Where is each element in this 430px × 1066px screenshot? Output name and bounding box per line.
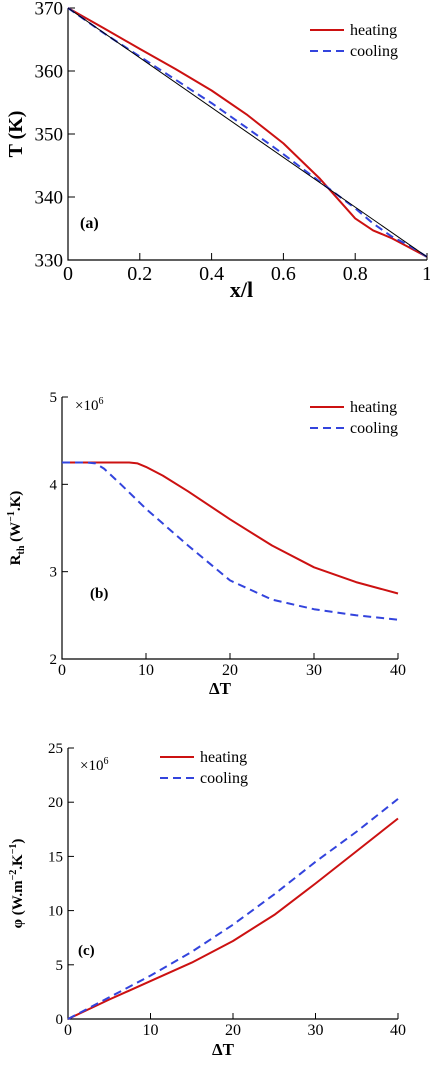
panel-c: 0 10 20 30 40 0 5 10 15 20 25 ΔT φ (W.m−2.K−1) ×106 he… — [8, 741, 406, 1059]
panel-label: (a) — [80, 215, 99, 232]
x-tick-label: 0 — [63, 263, 73, 285]
series-line-heating — [67, 817, 399, 1020]
series-line-heating — [62, 461, 399, 595]
y-tick-label: 340 — [35, 187, 64, 208]
y-tick-label: 5 — [56, 958, 64, 974]
x-tick-label: 0.4 — [199, 263, 224, 285]
panel-label: (c) — [78, 943, 95, 959]
y-axis-label: Rth (W−1.K) — [6, 491, 27, 566]
x-tick-label: 20 — [222, 662, 238, 679]
axes-frame — [67, 748, 398, 1020]
y-multiplier: ×106 — [75, 396, 103, 414]
y-tick-label: 20 — [48, 795, 63, 811]
y-axis-label: T (K) — [5, 111, 27, 158]
y-tick-label: 350 — [35, 124, 64, 145]
legend-label-cooling: cooling — [200, 770, 248, 787]
y-axis-label: φ (W.m−2.K−1) — [8, 839, 26, 929]
legend-label-heating: heating — [350, 399, 397, 416]
x-tick-label: 10 — [143, 1022, 159, 1039]
panel-label: (b) — [90, 586, 108, 602]
x-axis-label: ΔT — [212, 1040, 235, 1059]
x-tick-label: 0.2 — [127, 263, 152, 285]
reference-line — [67, 7, 428, 258]
x-tick-label: 0 — [58, 662, 66, 679]
y-tick-label: 2 — [50, 652, 58, 668]
series-line-cooling — [67, 7, 428, 258]
x-tick-label: 20 — [225, 1022, 241, 1039]
x-tick-label: 0.8 — [343, 263, 368, 285]
y-multiplier: ×106 — [80, 756, 108, 774]
x-tick-label: 30 — [308, 1022, 324, 1039]
y-tick-label: 15 — [48, 849, 63, 865]
series-line-cooling — [67, 798, 399, 1020]
y-tick-label: 370 — [35, 0, 64, 19]
y-tick-label: 0 — [56, 1012, 64, 1028]
x-tick-label: 10 — [138, 662, 154, 679]
legend-label-heating: heating — [200, 749, 247, 766]
y-tick-label: 3 — [50, 565, 58, 581]
y-tick-label: 5 — [50, 390, 58, 406]
x-axis-label: ΔT — [209, 679, 232, 698]
x-tick-label: 40 — [390, 1022, 406, 1039]
legend-label-cooling: cooling — [350, 420, 398, 437]
y-tick-label: 10 — [48, 904, 63, 920]
legend-label-cooling: cooling — [350, 43, 398, 60]
y-tick-label: 360 — [35, 61, 64, 82]
series-line-cooling — [62, 461, 399, 621]
y-tick-label: 4 — [50, 477, 58, 493]
x-tick-label: 1 — [422, 263, 430, 285]
legend-label-heating: heating — [350, 22, 397, 39]
panel-b: 0 10 20 30 40 2 3 4 5 ΔT Rth (W−1.K) ×106 heating coo… — [6, 390, 406, 698]
y-tick-label: 330 — [35, 250, 64, 271]
x-axis-label: x/l — [230, 277, 253, 302]
x-tick-label: 0 — [64, 1022, 72, 1039]
x-tick-label: 40 — [390, 662, 406, 679]
axes-frame — [61, 397, 398, 660]
y-tick-label: 25 — [48, 741, 63, 757]
x-tick-label: 0.6 — [271, 263, 296, 285]
x-tick-label: 30 — [306, 662, 322, 679]
series-line-heating — [67, 7, 428, 258]
panel-a: 0 0.2 0.4 0.6 0.8 1 330 340 350 360 370 x/l T (K) hea… — [5, 0, 430, 302]
